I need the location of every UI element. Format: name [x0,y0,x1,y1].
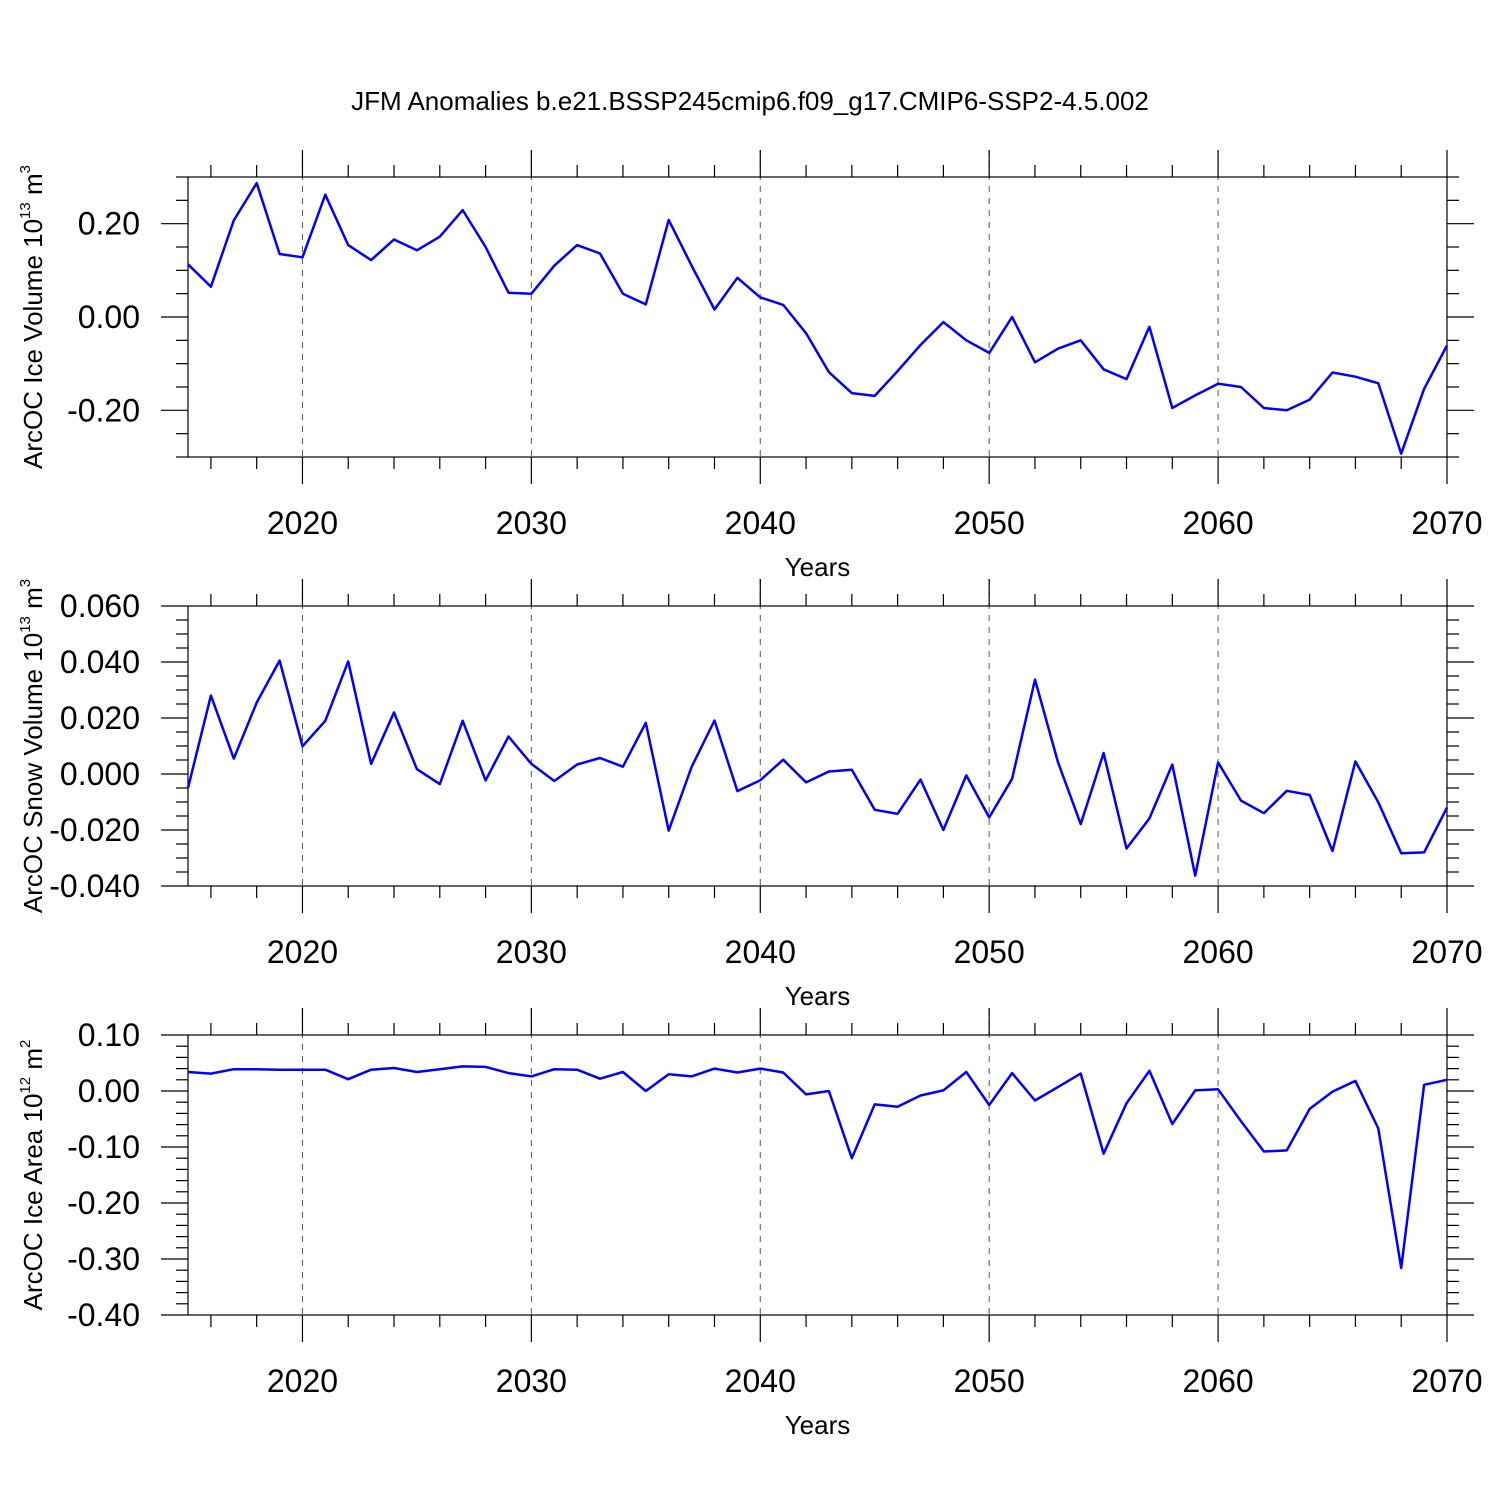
series-line [187,181,1449,455]
y-tick-label: -0.020 [49,812,140,848]
x-axis-label: Years [785,981,851,1011]
x-tick-label: 2040 [725,505,796,541]
series-line [186,659,1449,877]
y-tick-label: -0.040 [49,868,140,904]
panel-ice-volume: -0.20 0.00 0.20 2020 2030 2040 2050 2060 2070 Yea… [17,150,1483,582]
y-axis-label: ArcOC Ice Volume 1013 m3 [17,165,48,469]
y-tick-label: -0.40 [67,1297,140,1333]
x-tick-label: 2070 [1411,1363,1482,1399]
x-tick-label: 2030 [496,934,567,970]
plot-frame [187,176,1448,458]
x-tick-label: 2070 [1411,934,1482,970]
y-tick-label: 0.040 [60,644,140,680]
panel-ice-area: -0.40 -0.30 -0.20 -0.10 0.00 0.10 2020 2030 2040… [17,1008,1483,1440]
x-tick-label: 2020 [267,1363,338,1399]
y-tick-label: 0.060 [60,588,140,624]
y-tick-label: -0.10 [67,1129,140,1165]
y-tick-label: 0.020 [60,700,140,736]
x-tick-label: 2050 [954,934,1025,970]
series-line [187,1065,1448,1270]
x-tick-label: 2050 [954,1363,1025,1399]
x-axis-label: Years [785,552,851,582]
y-tick-label: -0.30 [67,1241,140,1277]
plot-frame [187,1034,1448,1316]
x-tick-label: 2020 [267,934,338,970]
panel-snow-volume: -0.040 -0.020 0.000 0.020 0.040 0.060 2020 2030… [17,579,1483,1011]
y-tick-label: 0.00 [78,299,140,335]
x-tick-label: 2060 [1182,505,1253,541]
x-tick-label: 2070 [1411,505,1482,541]
x-tick-label: 2050 [954,505,1025,541]
y-tick-label: -0.20 [67,392,140,428]
x-tick-label: 2020 [267,505,338,541]
y-tick-label: 0.20 [78,206,140,242]
y-tick-label: 0.10 [78,1017,140,1053]
y-tick-label: -0.20 [67,1185,140,1221]
plot-frame [187,605,1448,887]
x-tick-label: 2030 [496,1363,567,1399]
x-tick-label: 2040 [725,1363,796,1399]
y-axis-label: ArcOC Ice Area 1012 m2 [17,1040,48,1311]
y-tick-label: 0.00 [78,1073,140,1109]
chart-title: JFM Anomalies b.e21.BSSP245cmip6.f09_g17… [351,86,1149,116]
x-tick-label: 2030 [496,505,567,541]
y-tick-label: 0.000 [60,756,140,792]
x-tick-label: 2060 [1182,1363,1253,1399]
x-axis-label: Years [785,1410,851,1440]
x-tick-label: 2040 [725,934,796,970]
y-axis-label: ArcOC Snow Volume 1013 m3 [17,579,48,913]
x-tick-label: 2060 [1182,934,1253,970]
